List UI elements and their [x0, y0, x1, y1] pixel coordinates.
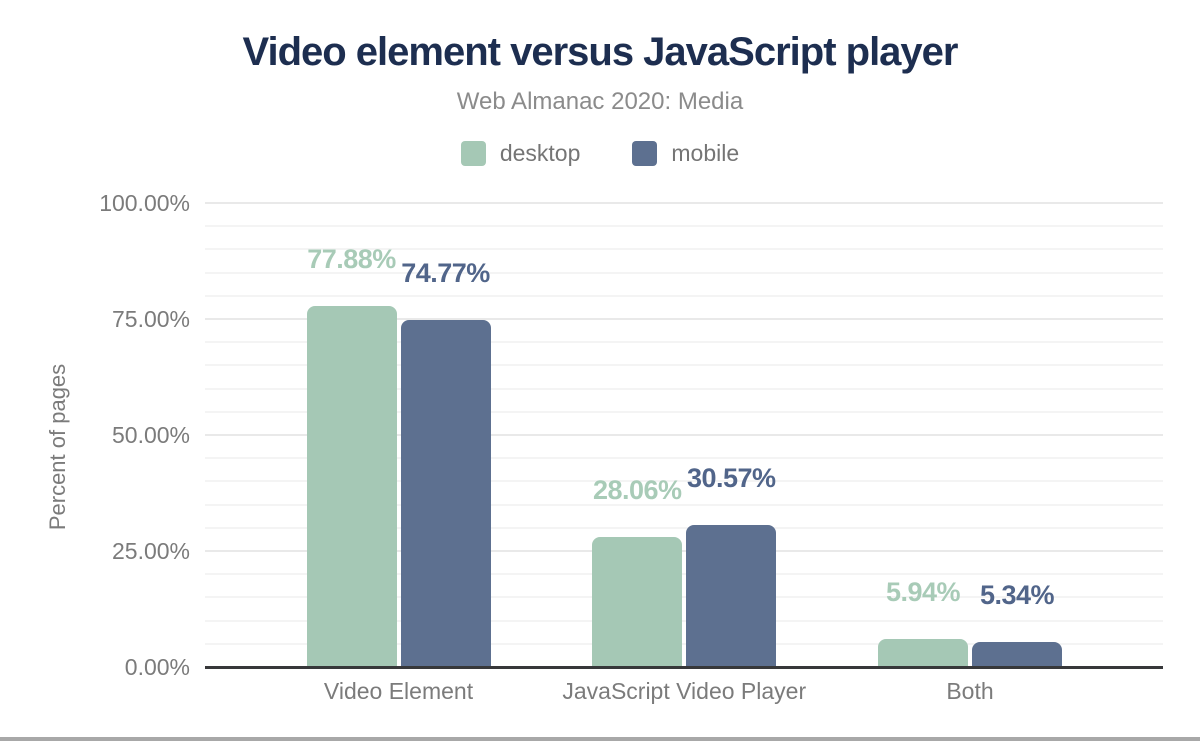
- gridline-minor-55: [205, 410, 1163, 413]
- bar-desktop-javascript-video-player[interactable]: [592, 536, 683, 667]
- y-tick-label-100: 100.00%: [99, 190, 190, 216]
- gridline-minor-90: [205, 248, 1163, 251]
- bar-mobile-both[interactable]: [972, 642, 1062, 667]
- bar-mobile-javascript-video-player[interactable]: [686, 525, 777, 667]
- chart-title: Video element versus JavaScript player: [242, 30, 959, 74]
- value-label-mobile-both: 5.34%: [979, 580, 1055, 611]
- gridline-minor-20: [205, 573, 1163, 576]
- legend-item-mobile[interactable]: mobile: [632, 140, 739, 167]
- gridline-minor-35: [205, 503, 1163, 506]
- x-tick-label-video-element: Video Element: [323, 678, 474, 704]
- value-label-desktop-video-element: 77.88%: [307, 243, 396, 274]
- value-label-mobile-javascript-video-player: 30.57%: [686, 463, 776, 494]
- gridline-minor-95: [205, 225, 1163, 228]
- x-tick-label-javascript-video-player: JavaScript Video Player: [562, 678, 807, 704]
- x-axis-line: [205, 665, 1163, 669]
- value-label-desktop-both: 5.94%: [885, 577, 961, 608]
- gridline-minor-85: [205, 271, 1163, 274]
- chart-subtitle: Web Almanac 2020: Media: [456, 88, 744, 115]
- legend-label-mobile: mobile: [671, 139, 740, 166]
- gridline-major-100: [205, 202, 1163, 204]
- gridline-minor-80: [205, 294, 1163, 297]
- legend-swatch-mobile: [632, 140, 658, 166]
- y-tick-label-50: 50.00%: [111, 422, 190, 448]
- bar-mobile-video-element[interactable]: [400, 320, 491, 667]
- value-label-mobile-video-element: 74.77%: [401, 258, 490, 289]
- x-tick-label-both: Both: [946, 678, 994, 704]
- legend-swatch-desktop: [460, 140, 486, 166]
- gridline-minor-30: [205, 526, 1163, 529]
- legend-item-desktop[interactable]: desktop: [460, 139, 581, 167]
- legend: desktop mobile: [0, 140, 1200, 166]
- gridline-minor-70: [205, 341, 1163, 344]
- bar-desktop-both[interactable]: [878, 639, 968, 667]
- bar-desktop-video-element[interactable]: [306, 305, 397, 667]
- gridline-minor-10: [205, 619, 1163, 622]
- gridline-minor-65: [205, 364, 1163, 367]
- gridline-major-50: [205, 434, 1163, 436]
- value-label-desktop-javascript-video-player: 28.06%: [592, 474, 682, 505]
- gridline-minor-5: [205, 642, 1163, 645]
- gridline-minor-40: [205, 480, 1163, 483]
- page-bottom-border: [0, 737, 1200, 741]
- gridline-major-25: [205, 550, 1163, 552]
- y-tick-label-0: 0.00%: [124, 654, 190, 680]
- gridline-minor-45: [205, 457, 1163, 460]
- gridline-major-75: [205, 318, 1163, 320]
- gridline-minor-60: [205, 387, 1163, 390]
- y-tick-label-25: 25.00%: [111, 538, 190, 564]
- y-tick-label-75: 75.00%: [111, 306, 190, 332]
- legend-label-desktop: desktop: [499, 139, 581, 166]
- gridline-minor-15: [205, 596, 1163, 599]
